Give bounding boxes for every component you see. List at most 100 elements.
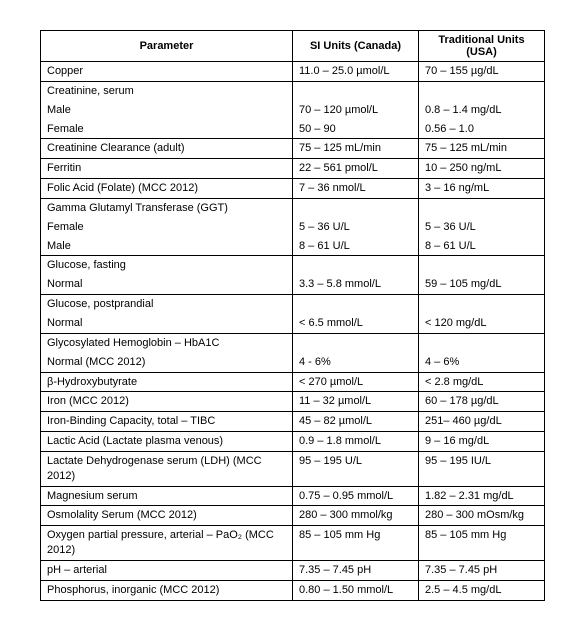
cell-parameter: Glycosylated Hemoglobin – HbA1C: [41, 333, 293, 352]
table-row: Gamma Glutamyl Transferase (GGT): [41, 198, 545, 217]
table-row: Female5 – 36 U/L5 – 36 U/L: [41, 218, 545, 237]
cell-trad: [419, 198, 545, 217]
cell-trad: 95 – 195 IU/L: [419, 451, 545, 486]
cell-si: 0.75 – 0.95 mmol/L: [293, 486, 419, 506]
cell-si: 0.9 – 1.8 mmol/L: [293, 432, 419, 452]
cell-trad: 2.5 – 4.5 mg/dL: [419, 580, 545, 600]
table-row: Ferritin22 – 561 pmol/L10 – 250 ng/mL: [41, 159, 545, 179]
cell-si: 7.35 – 7.45 pH: [293, 560, 419, 580]
cell-trad: 60 – 178 µg/dL: [419, 392, 545, 412]
cell-trad: [419, 295, 545, 314]
cell-si: [293, 256, 419, 275]
cell-parameter: Magnesium serum: [41, 486, 293, 506]
table-row: Oxygen partial pressure, arterial – PaO₂…: [41, 526, 545, 561]
cell-si: [293, 295, 419, 314]
cell-parameter: pH – arterial: [41, 560, 293, 580]
table-row: Lactic Acid (Lactate plasma venous)0.9 –…: [41, 432, 545, 452]
cell-si: 50 – 90: [293, 120, 419, 139]
table-row: Lactate Dehydrogenase serum (LDH) (MCC 2…: [41, 451, 545, 486]
table-row: Copper11.0 – 25.0 µmol/L70 – 155 µg/dL: [41, 62, 545, 82]
cell-trad: 10 – 250 ng/mL: [419, 159, 545, 179]
cell-si: 22 – 561 pmol/L: [293, 159, 419, 179]
cell-si: 85 – 105 mm Hg: [293, 526, 419, 561]
cell-si: [293, 81, 419, 100]
cell-si: 280 – 300 mmol/kg: [293, 506, 419, 526]
cell-parameter: Female: [41, 120, 293, 139]
table-row: Creatinine Clearance (adult)75 – 125 mL/…: [41, 139, 545, 159]
cell-si: < 270 µmol/L: [293, 372, 419, 392]
cell-trad: < 2.8 mg/dL: [419, 372, 545, 392]
cell-parameter: Creatinine Clearance (adult): [41, 139, 293, 159]
header-trad: Traditional Units (USA): [419, 31, 545, 62]
cell-trad: [419, 81, 545, 100]
table-header-row: Parameter SI Units (Canada) Traditional …: [41, 31, 545, 62]
cell-si: 45 – 82 µmol/L: [293, 412, 419, 432]
cell-parameter: Lactate Dehydrogenase serum (LDH) (MCC 2…: [41, 451, 293, 486]
table-row: β-Hydroxybutyrate< 270 µmol/L< 2.8 mg/dL: [41, 372, 545, 392]
cell-parameter: Male: [41, 101, 293, 120]
table-row: Glucose, fasting: [41, 256, 545, 275]
table-row: Creatinine, serum: [41, 81, 545, 100]
cell-si: 8 – 61 U/L: [293, 237, 419, 256]
reference-ranges-table: Parameter SI Units (Canada) Traditional …: [40, 30, 545, 601]
cell-trad: 59 – 105 mg/dL: [419, 275, 545, 294]
header-si: SI Units (Canada): [293, 31, 419, 62]
table-row: Male8 – 61 U/L8 – 61 U/L: [41, 237, 545, 256]
cell-parameter: Oxygen partial pressure, arterial – PaO₂…: [41, 526, 293, 561]
table-row: Iron-Binding Capacity, total – TIBC45 – …: [41, 412, 545, 432]
cell-parameter: Male: [41, 237, 293, 256]
cell-parameter: Normal: [41, 275, 293, 294]
cell-parameter: Phosphorus, inorganic (MCC 2012): [41, 580, 293, 600]
table-row: Osmolality Serum (MCC 2012)280 – 300 mmo…: [41, 506, 545, 526]
table-row: Folic Acid (Folate) (MCC 2012)7 – 36 nmo…: [41, 179, 545, 199]
table-row: Magnesium serum0.75 – 0.95 mmol/L1.82 – …: [41, 486, 545, 506]
table-row: Normal< 6.5 mmol/L< 120 mg/dL: [41, 314, 545, 333]
table-row: Normal3.3 – 5.8 mmol/L59 – 105 mg/dL: [41, 275, 545, 294]
cell-trad: 75 – 125 mL/min: [419, 139, 545, 159]
cell-trad: 5 – 36 U/L: [419, 218, 545, 237]
cell-parameter: Osmolality Serum (MCC 2012): [41, 506, 293, 526]
cell-si: [293, 198, 419, 217]
cell-si: 7 – 36 nmol/L: [293, 179, 419, 199]
table-row: Glucose, postprandial: [41, 295, 545, 314]
cell-parameter: Ferritin: [41, 159, 293, 179]
cell-trad: [419, 333, 545, 352]
cell-parameter: Gamma Glutamyl Transferase (GGT): [41, 198, 293, 217]
cell-trad: 85 – 105 mm Hg: [419, 526, 545, 561]
cell-parameter: Glucose, fasting: [41, 256, 293, 275]
cell-trad: [419, 256, 545, 275]
table-row: Female50 – 900.56 – 1.0: [41, 120, 545, 139]
cell-si: 0.80 – 1.50 mmol/L: [293, 580, 419, 600]
cell-parameter: Copper: [41, 62, 293, 82]
table-row: pH – arterial7.35 – 7.45 pH7.35 – 7.45 p…: [41, 560, 545, 580]
cell-trad: 0.56 – 1.0: [419, 120, 545, 139]
cell-parameter: Normal: [41, 314, 293, 333]
cell-si: < 6.5 mmol/L: [293, 314, 419, 333]
cell-trad: 251– 460 µg/dL: [419, 412, 545, 432]
cell-si: 95 – 195 U/L: [293, 451, 419, 486]
cell-parameter: Creatinine, serum: [41, 81, 293, 100]
cell-trad: 1.82 – 2.31 mg/dL: [419, 486, 545, 506]
table-row: Glycosylated Hemoglobin – HbA1C: [41, 333, 545, 352]
cell-trad: 0.8 – 1.4 mg/dL: [419, 101, 545, 120]
cell-si: 5 – 36 U/L: [293, 218, 419, 237]
cell-trad: 7.35 – 7.45 pH: [419, 560, 545, 580]
cell-parameter: Iron-Binding Capacity, total – TIBC: [41, 412, 293, 432]
cell-parameter: Normal (MCC 2012): [41, 353, 293, 372]
cell-si: 75 – 125 mL/min: [293, 139, 419, 159]
table-row: Iron (MCC 2012)11 – 32 µmol/L60 – 178 µg…: [41, 392, 545, 412]
cell-trad: 70 – 155 µg/dL: [419, 62, 545, 82]
cell-parameter: Folic Acid (Folate) (MCC 2012): [41, 179, 293, 199]
cell-parameter: Glucose, postprandial: [41, 295, 293, 314]
cell-trad: 3 – 16 ng/mL: [419, 179, 545, 199]
cell-parameter: Iron (MCC 2012): [41, 392, 293, 412]
cell-trad: 280 – 300 mOsm/kg: [419, 506, 545, 526]
table-row: Normal (MCC 2012)4 - 6%4 – 6%: [41, 353, 545, 372]
cell-si: 11.0 – 25.0 µmol/L: [293, 62, 419, 82]
cell-si: 3.3 – 5.8 mmol/L: [293, 275, 419, 294]
table-body: Copper11.0 – 25.0 µmol/L70 – 155 µg/dLCr…: [41, 62, 545, 601]
cell-parameter: β-Hydroxybutyrate: [41, 372, 293, 392]
cell-si: 4 - 6%: [293, 353, 419, 372]
table-row: Male70 – 120 µmol/L0.8 – 1.4 mg/dL: [41, 101, 545, 120]
cell-trad: 8 – 61 U/L: [419, 237, 545, 256]
